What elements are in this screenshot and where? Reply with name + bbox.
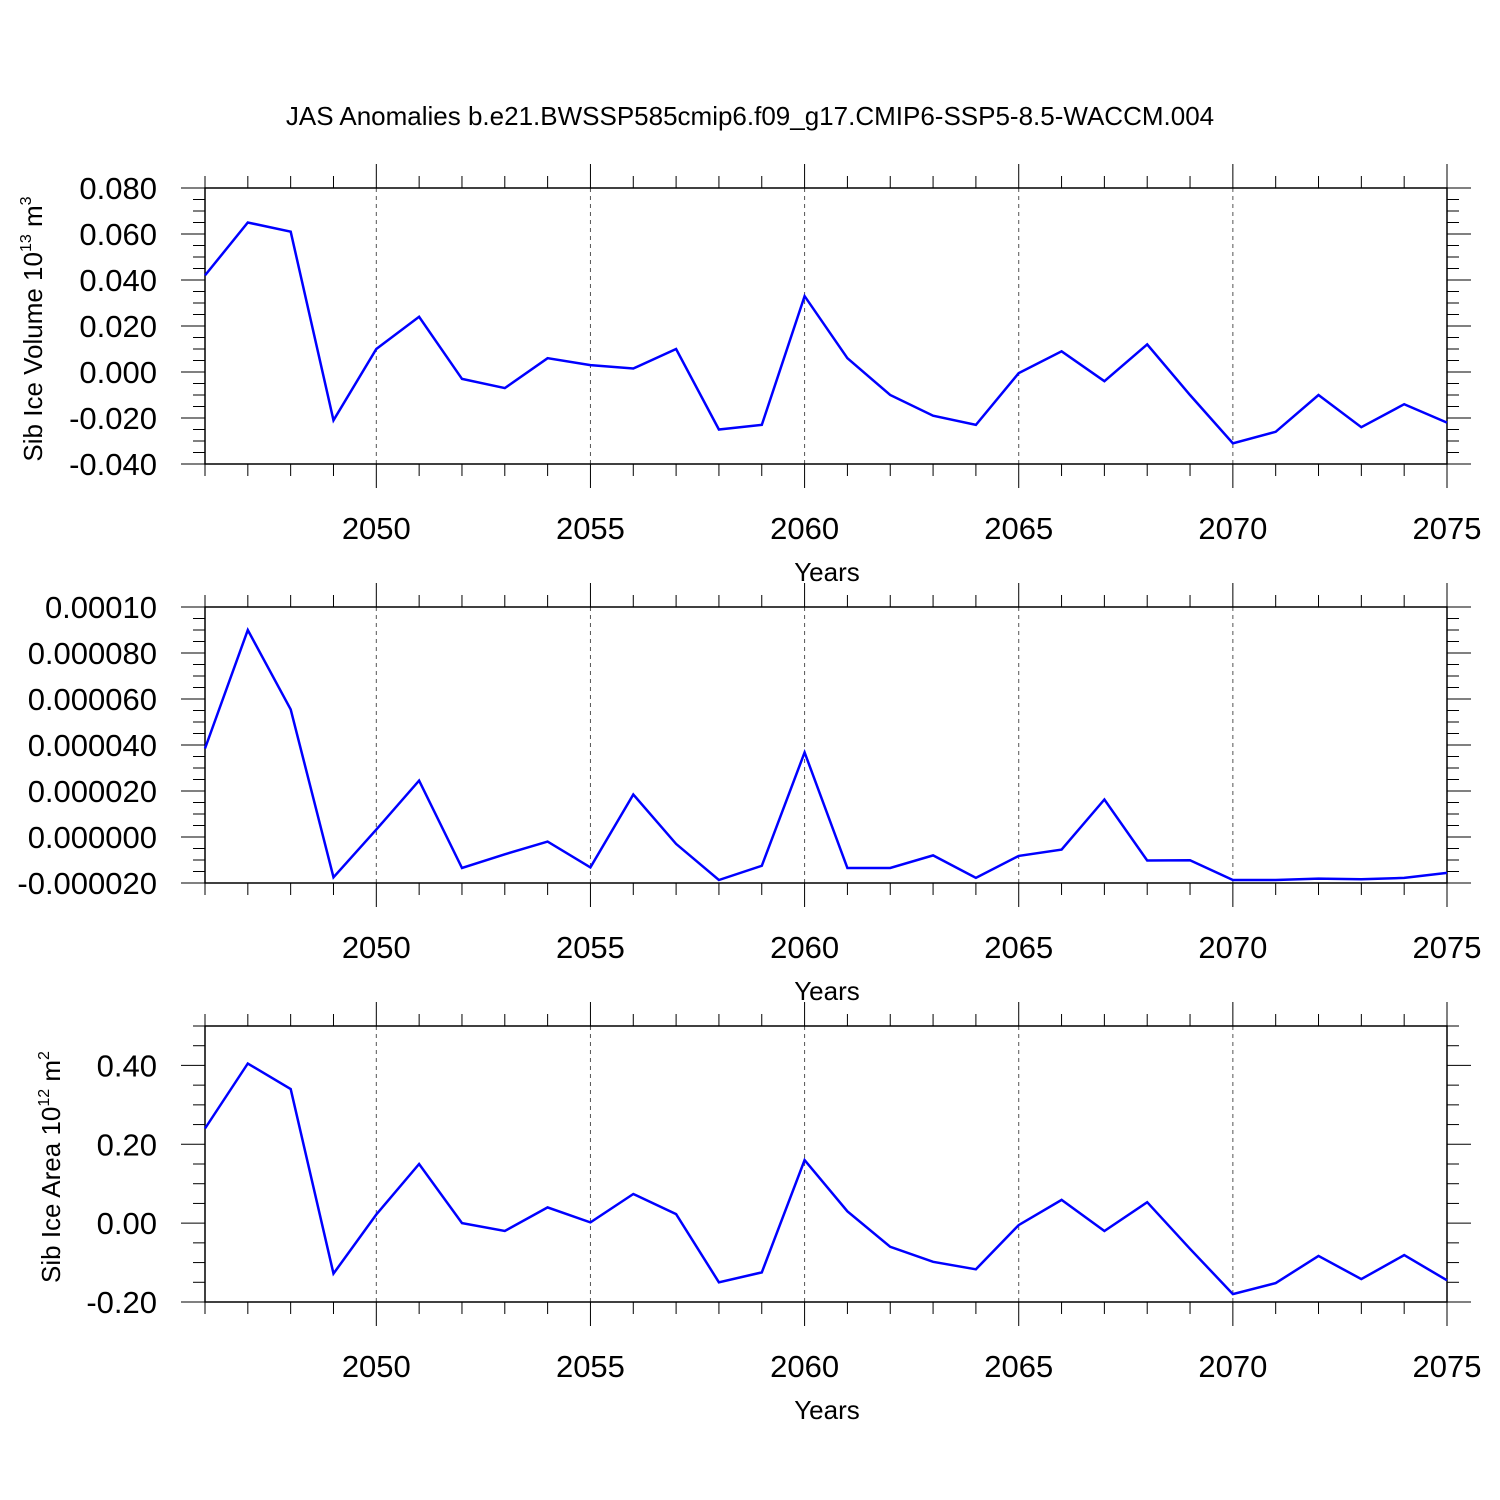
y-axis-unit-exponent-2: 2 — [36, 1051, 53, 1060]
y-axis-unit-exponent: 12 — [36, 1089, 53, 1107]
x-tick-label: 2070 — [1198, 511, 1267, 546]
chart-title: JAS Anomalies b.e21.BWSSP585cmip6.f09_g1… — [286, 101, 1214, 131]
data-series-line — [203, 626, 1448, 882]
y-tick-label: 0.000000 — [28, 820, 157, 855]
y-tick-label: 0.000080 — [28, 636, 157, 671]
x-tick-label: 2055 — [556, 930, 625, 965]
x-tick-label: 2065 — [984, 930, 1053, 965]
panels-container: 2050 2055 2060 2065 2070 2075 Years -0.040 -0.02… — [17, 164, 1481, 1425]
y-tick-label: 0.20 — [97, 1127, 157, 1162]
y-axis-unit-base: 10 — [18, 252, 48, 281]
y-tick-label: 0.000040 — [28, 728, 157, 763]
x-axis-label: Years — [794, 976, 860, 1006]
y-axis-label-text: Sib Ice Area — [36, 1136, 66, 1283]
x-tick-label: 2065 — [984, 511, 1053, 546]
y-tick-label: 0.000060 — [28, 682, 157, 717]
x-tick-label: 2070 — [1198, 930, 1267, 965]
x-tick-label: 2060 — [770, 1349, 839, 1384]
x-tick-label: 2075 — [1413, 930, 1482, 965]
y-tick-label: 0.40 — [97, 1048, 157, 1083]
chart-panel-3: 2050 2055 2060 2065 2070 2075 Years -0.20 0.00 0.… — [36, 1002, 1481, 1425]
y-tick-label: -0.020 — [69, 401, 157, 436]
y-axis-label: Sib Ice Area 1012 m2 — [36, 1051, 66, 1283]
data-series-line — [203, 1061, 1448, 1296]
x-tick-label: 2070 — [1198, 1349, 1267, 1384]
x-tick-label: 2060 — [770, 511, 839, 546]
y-tick-label: 0.00 — [97, 1206, 157, 1241]
y-tick-label: -0.040 — [69, 447, 157, 482]
y-tick-label: 0.000 — [79, 355, 157, 390]
x-axis-label: Years — [794, 1395, 860, 1425]
y-tick-label: -0.20 — [86, 1285, 157, 1320]
y-axis-unit-exponent: 13 — [18, 234, 35, 252]
y-tick-label: 0.000020 — [28, 774, 157, 809]
x-axis-label: Years — [794, 557, 860, 587]
x-tick-label: 2055 — [556, 1349, 625, 1384]
chart-panel-2: 2050 2055 2060 2065 2070 2075 Years -0.000020 0.… — [17, 583, 1481, 1006]
y-tick-label: 0.060 — [79, 217, 157, 252]
x-tick-label: 2050 — [342, 930, 411, 965]
y-axis-unit-base: 10 — [36, 1107, 66, 1136]
y-axis-unit-symbol: m — [18, 205, 48, 234]
plot-frame — [204, 606, 1448, 884]
y-tick-label: 0.040 — [79, 263, 157, 298]
y-axis-unit-exponent-2: 3 — [18, 196, 35, 205]
y-tick-label: -0.000020 — [17, 866, 157, 901]
y-axis-unit-symbol: m — [36, 1060, 66, 1089]
y-axis-label-text: Sib Ice Volume — [18, 281, 48, 462]
x-tick-label: 2055 — [556, 511, 625, 546]
x-tick-label: 2050 — [342, 1349, 411, 1384]
x-tick-label: 2075 — [1413, 511, 1482, 546]
x-tick-label: 2050 — [342, 511, 411, 546]
y-tick-label: 0.020 — [79, 309, 157, 344]
data-series-line — [204, 221, 1448, 445]
y-tick-label: 0.00010 — [45, 590, 157, 625]
y-axis-label: Sib Ice Volume 1013 m3 — [18, 196, 48, 461]
x-tick-label: 2075 — [1413, 1349, 1482, 1384]
x-tick-label: 2065 — [984, 1349, 1053, 1384]
chart-panel-1: 2050 2055 2060 2065 2070 2075 Years -0.040 -0.02… — [18, 164, 1481, 587]
plot-frame — [204, 1025, 1448, 1303]
y-tick-label: 0.080 — [79, 171, 157, 206]
x-tick-label: 2060 — [770, 930, 839, 965]
